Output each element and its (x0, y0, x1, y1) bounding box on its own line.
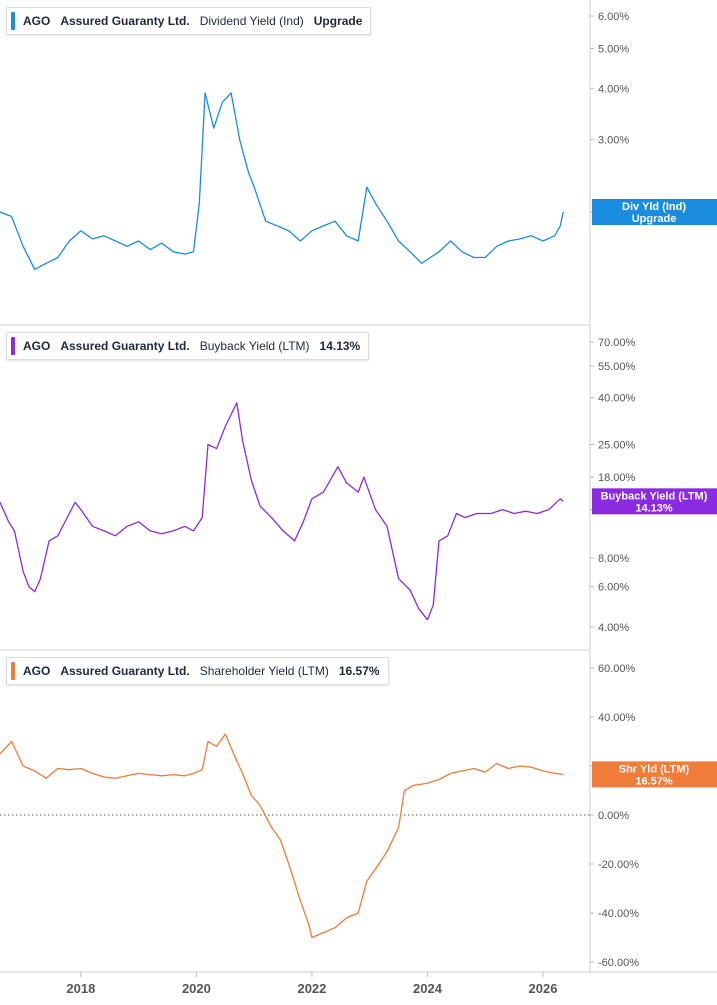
legend-swatch-dividend-icon (11, 12, 15, 30)
series-line (0, 92, 564, 271)
y-tick-label: 5.00% (598, 44, 629, 56)
y-tick-label: -40.00% (598, 908, 639, 920)
series-line (0, 402, 564, 621)
legend-metric: Shareholder Yield (LTM) (199, 664, 329, 678)
end-label-badge (592, 199, 717, 225)
legend-value: 14.13% (319, 339, 361, 353)
y-tick-label: 8.00% (598, 553, 629, 565)
legend-company: Assured Guaranty Ltd. (60, 664, 190, 678)
end-label-line2: 16.57% (635, 775, 673, 787)
end-label-badge (592, 761, 717, 788)
end-label-line1: Div Yld (Ind) (622, 201, 686, 213)
y-tick-label: 40.00% (598, 712, 636, 724)
legend-buyback-yield[interactable]: AGO Assured Guaranty Ltd. Buyback Yield … (6, 332, 370, 360)
series-line (0, 733, 564, 939)
y-tick-label: 0.00% (598, 810, 629, 822)
y-tick-label: 70.00% (598, 337, 636, 349)
y-tick-label: 60.00% (598, 663, 636, 675)
y-tick-label: 4.00% (598, 83, 629, 95)
end-label-badge (592, 488, 717, 515)
x-tick-label: 2022 (297, 981, 326, 996)
y-tick-label: 18.00% (598, 472, 636, 484)
legend-ticker: AGO (23, 339, 51, 353)
x-tick-label: 2020 (182, 981, 211, 996)
end-label-line1: Buyback Yield (LTM) (601, 490, 708, 502)
y-tick-label: 55.00% (598, 361, 636, 373)
legend-shareholder-yield[interactable]: AGO Assured Guaranty Ltd. Shareholder Yi… (6, 657, 389, 685)
legend-ticker: AGO (23, 664, 51, 678)
x-tick-label: 2026 (529, 981, 558, 996)
x-tick-label: 2024 (413, 981, 443, 996)
y-tick-label: -20.00% (598, 859, 639, 871)
y-tick-label: 3.00% (598, 135, 629, 147)
end-label-line1: Shr Yld (LTM) (619, 763, 690, 775)
legend-value: Upgrade (313, 14, 363, 28)
x-tick-label: 2018 (66, 981, 95, 996)
legend-swatch-shareholder-icon (11, 662, 15, 680)
end-label-line2: 14.13% (635, 502, 673, 514)
y-tick-label: -60.00% (598, 957, 639, 969)
legend-metric: Dividend Yield (Ind) (199, 14, 304, 28)
legend-company: Assured Guaranty Ltd. (60, 14, 190, 28)
legend-swatch-buyback-icon (11, 337, 15, 355)
y-tick-label: 4.00% (598, 622, 629, 634)
legend-value: 16.57% (338, 664, 380, 678)
legend-company: Assured Guaranty Ltd. (60, 339, 190, 353)
y-tick-label: 6.00% (598, 582, 629, 594)
y-tick-label: 6.00% (598, 11, 629, 23)
legend-ticker: AGO (23, 14, 51, 28)
y-tick-label: 40.00% (598, 393, 636, 405)
legend-metric: Buyback Yield (LTM) (199, 339, 310, 353)
legend-dividend-yield[interactable]: AGO Assured Guaranty Ltd. Dividend Yield… (6, 7, 372, 35)
end-label-line2: Upgrade (632, 213, 677, 225)
y-tick-label: 25.00% (598, 440, 636, 452)
